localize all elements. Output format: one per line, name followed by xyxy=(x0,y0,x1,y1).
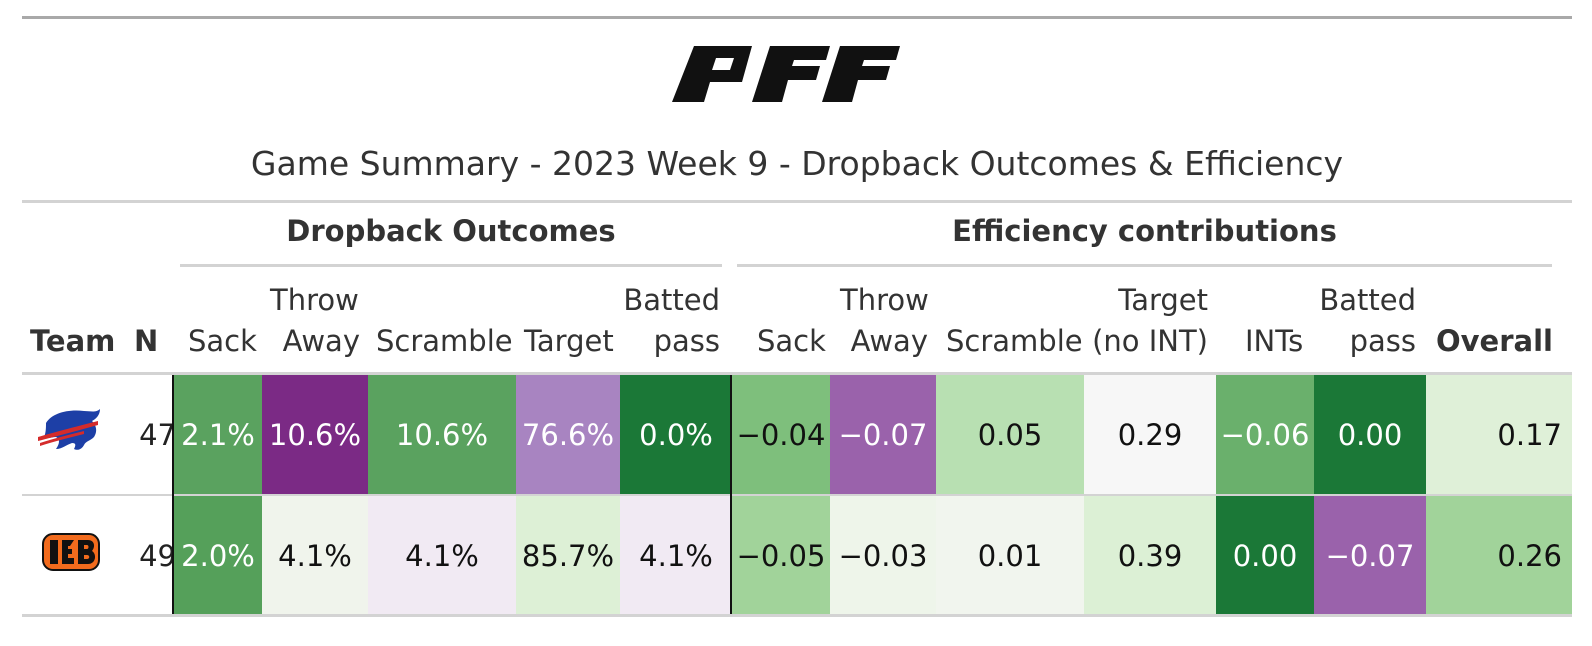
col-header-eff-batted-pass-line1: Batted xyxy=(1319,283,1416,317)
cell-eff-throw-away: −0.03 xyxy=(830,496,936,615)
cell-throw-away: 4.1% xyxy=(262,496,368,615)
table-title: Game Summary - 2023 Week 9 - Dropback Ou… xyxy=(250,144,1344,183)
col-header-eff-throw-away-line1: Throw xyxy=(840,283,929,317)
col-header-throw-away: Throw Away xyxy=(262,280,360,362)
cell-throw-away: 10.6% xyxy=(262,375,368,494)
col-header-batted-pass-line2: pass xyxy=(653,324,720,358)
col-header-target: Target xyxy=(524,324,614,358)
cell-sack: 2.1% xyxy=(174,375,262,494)
cell-scramble: 10.6% xyxy=(368,375,516,494)
pff-logo xyxy=(672,46,900,102)
top-rule xyxy=(22,16,1572,19)
cell-eff-scramble: 0.05 xyxy=(936,375,1084,494)
col-header-eff-ints: INTs xyxy=(1245,324,1304,358)
col-header-n: N xyxy=(134,324,159,358)
cell-eff-ints: 0.00 xyxy=(1216,496,1314,615)
row-separator xyxy=(22,494,1572,496)
spanner-efficiency-contributions: Efficiency contributions xyxy=(952,214,1337,248)
col-header-throw-away-line2: Away xyxy=(282,324,360,358)
bottom-rule xyxy=(22,614,1572,617)
col-header-team: Team xyxy=(30,324,116,358)
col-header-eff-target-line1: Target xyxy=(1118,283,1208,317)
cell-batted-pass: 4.1% xyxy=(620,496,732,615)
spanner-dropback-outcomes: Dropback Outcomes xyxy=(286,214,616,248)
cell-eff-target: 0.39 xyxy=(1084,496,1216,615)
table-row: 47 2.1% 10.6% 10.6% 76.6% 0.0% −0.04 −0.07 0.05… xyxy=(22,375,1572,494)
cell-n: 47 xyxy=(139,417,176,452)
bills-logo-icon xyxy=(38,409,100,450)
col-header-eff-sack: Sack xyxy=(757,324,826,358)
bengals-logo-icon xyxy=(42,533,100,571)
cell-eff-batted-pass: 0.00 xyxy=(1314,375,1426,494)
col-header-eff-target-line2: (no INT) xyxy=(1092,324,1208,358)
cell-eff-target: 0.29 xyxy=(1084,375,1216,494)
cell-n: 49 xyxy=(139,538,176,573)
cell-eff-scramble: 0.01 xyxy=(936,496,1084,615)
cell-eff-batted-pass: −0.07 xyxy=(1314,496,1426,615)
divider-middle xyxy=(730,375,732,614)
cell-scramble: 4.1% xyxy=(368,496,516,615)
col-header-eff-batted-pass: Batted pass xyxy=(1316,280,1416,362)
cell-eff-sack: −0.04 xyxy=(732,375,830,494)
col-header-batted-pass: Batted pass xyxy=(622,280,720,362)
col-header-throw-away-line1: Throw xyxy=(270,283,359,317)
col-header-overall: Overall xyxy=(1436,324,1553,358)
title-rule xyxy=(22,200,1572,203)
header-rule xyxy=(22,372,1572,375)
cell-sack: 2.0% xyxy=(174,496,262,615)
col-header-eff-scramble: Scramble xyxy=(946,324,1083,358)
col-header-eff-throw-away: Throw Away xyxy=(830,280,929,362)
spanner-rule-outcomes xyxy=(180,264,722,267)
cell-overall: 0.26 xyxy=(1426,496,1572,615)
cell-batted-pass: 0.0% xyxy=(620,375,732,494)
table-row: 49 2.0% 4.1% 4.1% 85.7% 4.1% −0.05 −0.03 0.01 0.… xyxy=(22,496,1572,615)
col-header-eff-throw-away-line2: Away xyxy=(850,324,928,358)
cell-eff-sack: −0.05 xyxy=(732,496,830,615)
divider-left xyxy=(172,375,174,614)
col-header-eff-batted-pass-line2: pass xyxy=(1349,324,1416,358)
col-header-scramble: Scramble xyxy=(376,324,513,358)
spanner-rule-efficiency xyxy=(737,264,1552,267)
cell-eff-ints: −0.06 xyxy=(1216,375,1314,494)
cell-target: 76.6% xyxy=(516,375,620,494)
col-header-sack: Sack xyxy=(188,324,257,358)
cell-eff-throw-away: −0.07 xyxy=(830,375,936,494)
col-header-batted-pass-line1: Batted xyxy=(623,283,720,317)
col-header-eff-target: Target (no INT) xyxy=(1088,280,1208,362)
cell-overall: 0.17 xyxy=(1426,375,1572,494)
cell-target: 85.7% xyxy=(516,496,620,615)
